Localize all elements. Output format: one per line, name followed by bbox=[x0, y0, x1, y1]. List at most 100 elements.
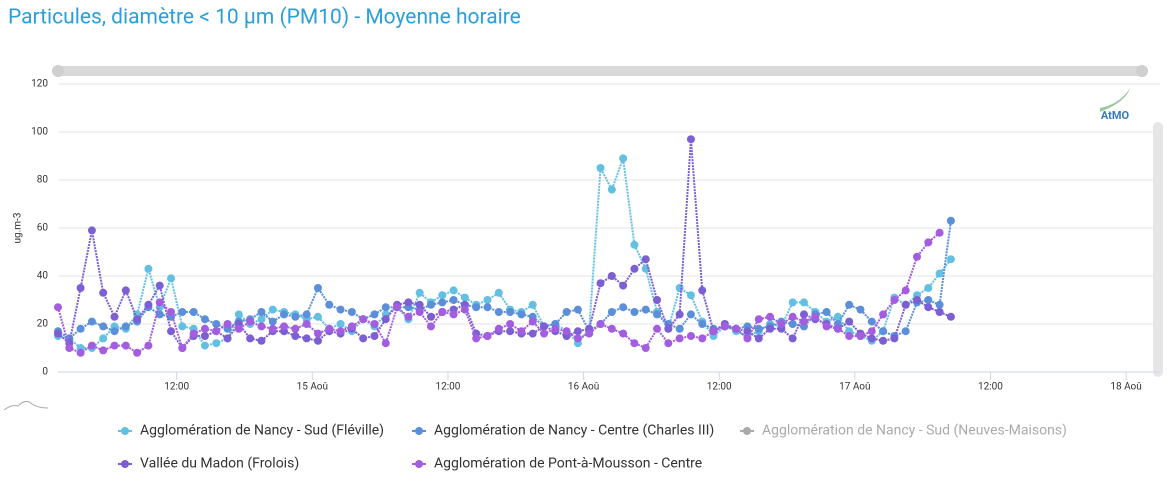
point bbox=[573, 334, 582, 343]
point bbox=[291, 312, 300, 321]
legend-marker bbox=[415, 427, 423, 435]
point bbox=[867, 317, 876, 326]
point bbox=[212, 327, 221, 336]
legend-label: Agglomération de Nancy - Sud (Neuves-Mai… bbox=[762, 423, 1067, 439]
x-tick-label: 15 Aoû bbox=[297, 382, 328, 393]
point bbox=[506, 308, 515, 316]
point bbox=[766, 324, 775, 333]
scrollbar[interactable] bbox=[1153, 122, 1163, 377]
navigator-handle[interactable] bbox=[1136, 65, 1148, 77]
point bbox=[641, 344, 650, 352]
point bbox=[856, 305, 865, 314]
legend-item[interactable]: Agglomération de Nancy - Sud (Fléville) bbox=[118, 423, 384, 439]
navigator-handle[interactable] bbox=[52, 65, 64, 77]
point bbox=[268, 305, 277, 314]
point bbox=[336, 305, 345, 314]
point bbox=[653, 324, 662, 333]
point bbox=[426, 312, 435, 321]
y-tick-label: 40 bbox=[37, 271, 49, 282]
point bbox=[359, 334, 368, 343]
y-tick-label: 20 bbox=[37, 319, 49, 330]
point bbox=[517, 310, 526, 319]
point bbox=[822, 322, 831, 331]
point bbox=[901, 327, 910, 336]
point bbox=[257, 308, 266, 316]
navigator-bar[interactable] bbox=[52, 66, 1146, 76]
x-tick-label: 18 Aoû bbox=[1110, 382, 1141, 393]
point bbox=[212, 339, 221, 348]
x-tick-label: 12:00 bbox=[435, 382, 460, 393]
point bbox=[540, 329, 549, 338]
point bbox=[946, 255, 955, 264]
point bbox=[698, 334, 707, 343]
point bbox=[415, 288, 424, 297]
point bbox=[291, 332, 300, 340]
point bbox=[811, 312, 820, 321]
point bbox=[313, 329, 322, 338]
point bbox=[698, 286, 707, 295]
point bbox=[393, 303, 402, 312]
point bbox=[280, 310, 289, 319]
point bbox=[720, 322, 729, 331]
point bbox=[551, 324, 560, 333]
point bbox=[438, 308, 447, 316]
logo-shape bbox=[1100, 88, 1130, 112]
point bbox=[200, 324, 209, 333]
point bbox=[596, 279, 605, 288]
point bbox=[641, 264, 650, 273]
point bbox=[698, 320, 707, 328]
point bbox=[630, 240, 639, 249]
point bbox=[890, 296, 899, 304]
point bbox=[438, 291, 447, 300]
point bbox=[664, 324, 673, 333]
point bbox=[110, 341, 119, 350]
point bbox=[438, 298, 447, 307]
point bbox=[133, 348, 142, 357]
legend-marker bbox=[121, 427, 129, 435]
y-tick-label: 100 bbox=[31, 127, 48, 138]
point bbox=[799, 317, 808, 326]
legend-item[interactable]: Vallée du Madon (Frolois) bbox=[118, 456, 299, 472]
point bbox=[935, 308, 944, 316]
point bbox=[347, 308, 356, 316]
point bbox=[121, 286, 130, 295]
point bbox=[280, 322, 289, 331]
point bbox=[924, 296, 933, 304]
point bbox=[359, 315, 368, 324]
legend-item[interactable]: Agglomération de Nancy - Sud (Neuves-Mai… bbox=[740, 423, 1067, 439]
point bbox=[110, 312, 119, 321]
point bbox=[630, 339, 639, 348]
point bbox=[494, 324, 503, 333]
point bbox=[788, 334, 797, 343]
y-tick-label: 120 bbox=[31, 79, 48, 90]
point bbox=[879, 310, 888, 319]
point bbox=[302, 334, 311, 343]
point bbox=[336, 320, 345, 328]
x-tick-label: 12:00 bbox=[164, 382, 189, 393]
point bbox=[212, 320, 221, 328]
point bbox=[76, 348, 85, 357]
point bbox=[302, 310, 311, 319]
point bbox=[935, 300, 944, 309]
point bbox=[370, 332, 379, 340]
point bbox=[257, 336, 266, 345]
legend-label: Agglomération de Nancy - Sud (Fléville) bbox=[140, 423, 384, 439]
point bbox=[924, 303, 933, 312]
point bbox=[686, 135, 695, 144]
point bbox=[540, 322, 549, 331]
point bbox=[946, 216, 955, 225]
point bbox=[460, 293, 469, 302]
point bbox=[912, 296, 921, 304]
point bbox=[347, 322, 356, 331]
point bbox=[675, 310, 684, 319]
navigator-icon[interactable] bbox=[3, 400, 49, 411]
point bbox=[924, 284, 933, 292]
point bbox=[381, 303, 390, 312]
legend-item[interactable]: Agglomération de Pont-à-Mousson - Centre bbox=[412, 456, 702, 472]
point bbox=[935, 228, 944, 237]
point bbox=[562, 327, 571, 336]
legend-item[interactable]: Agglomération de Nancy - Centre (Charles… bbox=[412, 423, 714, 439]
point bbox=[619, 329, 628, 338]
legend-marker bbox=[743, 427, 751, 435]
